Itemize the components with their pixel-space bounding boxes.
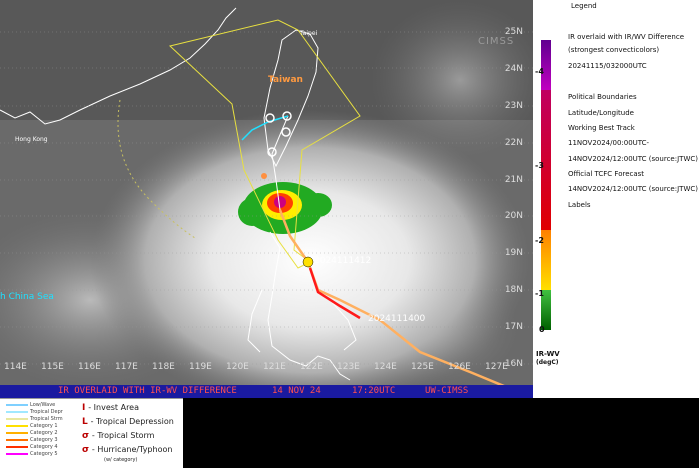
key-line-item: Tropical Strm (6, 416, 63, 422)
key-line-item: Tropical Depr (6, 409, 63, 415)
colorbar-tick: -2 (535, 236, 544, 245)
political-boundaries (0, 7, 357, 381)
lat-label: 19N (504, 248, 523, 258)
south-china-sea-label: h China Sea (0, 292, 54, 302)
lon-label: 120E (226, 362, 249, 372)
track-key: Low/Wave Tropical Depr Tropical Strm Cat… (0, 398, 183, 468)
colorbar-tick: -4 (535, 67, 544, 76)
banner-date: 14 NOV 24 (272, 386, 321, 396)
key-line-item: Category 3 (6, 437, 58, 443)
colorbar-tick: -1 (535, 289, 544, 298)
legend-item: Working Best Track (568, 124, 635, 132)
lat-lon-grid (0, 31, 533, 365)
legend-title: Legend (571, 2, 597, 10)
forecast-storm-symbols (265, 111, 292, 157)
lon-label: 121E (263, 362, 286, 372)
lon-label: 117E (115, 362, 138, 372)
key-line-item: Category 5 (6, 451, 58, 457)
lat-label: 16N (504, 359, 523, 369)
lat-label: 24N (504, 64, 523, 74)
key-symbol-storm: σ - Tropical Storm (82, 431, 155, 441)
lon-label: 114E (4, 362, 27, 372)
forecast-point-orange (261, 173, 267, 179)
typhoon-cloud (90, 110, 530, 398)
legend-item: (strongest convecticolors) (568, 46, 660, 54)
lon-label: 123E (337, 362, 360, 372)
lon-label: 119E (189, 362, 212, 372)
legend-item: Political Boundaries (568, 93, 637, 101)
lat-label: 18N (504, 285, 523, 295)
key-symbol-typhoon: σ - Hurricane/Typhoon (82, 445, 173, 455)
legend-item: Official TCFC Forecast (568, 170, 645, 178)
banner-time: 17:20UTC (352, 386, 396, 396)
legend-item: 11NOV2024/00:00UTC- (568, 139, 650, 147)
lat-label: 20N (504, 211, 523, 221)
lat-label: 17N (504, 322, 523, 332)
lat-label: 23N (504, 101, 523, 111)
lon-label: 118E (152, 362, 175, 372)
key-symbol-depression: L - Tropical Depression (82, 417, 174, 427)
key-category-note: (w/ category) (104, 457, 138, 463)
banner-source: UW-CIMSS (425, 386, 469, 396)
lon-label: 125E (411, 362, 434, 372)
lon-label: 124E (374, 362, 397, 372)
key-line-item: Low/Wave (6, 402, 55, 408)
legend-item: 14NOV2024/12:00UTC (source:JTWC) (568, 185, 698, 193)
legend-item: Latitude/Longitude (568, 109, 634, 117)
banner-bar (0, 385, 533, 398)
legend-item: IR overlaid with IR/WV Difference (568, 33, 684, 41)
lon-label: 122E (300, 362, 323, 372)
taipei-label: Taipei (300, 30, 318, 37)
hong-kong-label: Hong Kong (15, 136, 48, 143)
lon-label: 115E (41, 362, 64, 372)
colorbar-unit: (degC) (536, 359, 559, 366)
convection-overlay (238, 182, 332, 234)
legend-item: 20241115/032000UTC (568, 62, 647, 70)
lon-label: 126E (448, 362, 471, 372)
forecast-track-line (308, 267, 361, 320)
colorbar-tick: 0 (539, 325, 545, 334)
legend-item: 14NOV2024/12:00UTC (source:JTWC) (568, 155, 698, 163)
lat-label: 21N (504, 175, 523, 185)
legend-panel: Legend -4 -3 -2 -1 0 IR-WV (degC) IR ove… (533, 0, 699, 398)
satellite-map: 25N 24N 23N 22N 21N 20N 19N 18N 17N 16N … (0, 0, 533, 398)
colorbar: -4 -3 -2 -1 0 (535, 40, 551, 334)
forecast-path-north (271, 115, 289, 211)
key-symbol-invest: I - Invest Area (82, 403, 140, 413)
forecast-cone (168, 19, 361, 269)
key-line-item: Category 4 (6, 444, 58, 450)
banner-title: IR OVERLAID WITH IR-WV DIFFERENCE (58, 386, 237, 396)
low-wave-track (241, 115, 289, 141)
lat-label: 22N (504, 138, 523, 148)
cimss-logo: CIMSS (478, 36, 515, 47)
colorbar-tick: -3 (535, 161, 544, 170)
lon-label: 127E (485, 362, 508, 372)
map-svg (0, 0, 533, 398)
best-track-line (278, 209, 533, 398)
lon-label: 116E (78, 362, 101, 372)
lat-label: 25N (504, 27, 523, 37)
colorbar-label: IR-WV (536, 350, 560, 358)
legend-item: Labels (568, 201, 591, 209)
taiwan-label: Taiwan (268, 75, 303, 85)
current-position-symbol (302, 256, 314, 268)
forecast-time-label: 2024111412 (314, 256, 372, 266)
key-line-item: Category 1 (6, 423, 58, 429)
forecast-time-label: 2024111400 (368, 314, 426, 324)
key-line-item: Category 2 (6, 430, 58, 436)
